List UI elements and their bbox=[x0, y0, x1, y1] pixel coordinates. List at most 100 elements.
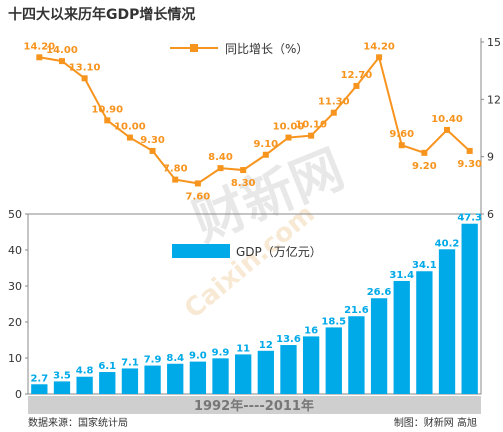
gdp-bar bbox=[280, 345, 297, 394]
left-axis-tick-label: 50 bbox=[8, 208, 22, 221]
gdp-bar-label: 40.2 bbox=[435, 238, 460, 249]
growth-legend-label: 同比增长（%） bbox=[225, 42, 308, 56]
growth-point bbox=[330, 109, 337, 116]
growth-point bbox=[285, 134, 292, 141]
growth-point bbox=[353, 82, 360, 89]
growth-point bbox=[81, 75, 88, 82]
gdp-bar-label: 16 bbox=[304, 325, 318, 336]
growth-point-label: 10.00 bbox=[273, 122, 305, 133]
gdp-bar-label: 3.5 bbox=[53, 370, 71, 381]
growth-point-label: 9.60 bbox=[389, 129, 414, 140]
gdp-bar bbox=[461, 223, 478, 394]
growth-point-label: 14.20 bbox=[24, 41, 56, 52]
gdp-bar bbox=[99, 372, 116, 394]
growth-legend-marker bbox=[190, 44, 198, 52]
gdp-legend-label: GDP（万亿元） bbox=[236, 244, 322, 259]
growth-point bbox=[240, 167, 247, 174]
growth-point bbox=[58, 58, 65, 65]
gdp-bar bbox=[76, 376, 93, 394]
gdp-bar bbox=[212, 358, 229, 394]
growth-point bbox=[376, 54, 383, 61]
gdp-bar bbox=[370, 298, 388, 394]
growth-point bbox=[466, 147, 473, 154]
growth-point-label: 12.70 bbox=[341, 70, 373, 81]
growth-point-label: 14.00 bbox=[46, 45, 78, 56]
gdp-bar-label: 47.3 bbox=[457, 213, 482, 224]
gdp-bar-label: 34.1 bbox=[412, 260, 437, 271]
period-label: 1992年----2011年 bbox=[194, 398, 314, 414]
gdp-bar-label: 7.1 bbox=[121, 357, 139, 368]
gdp-bar bbox=[438, 249, 456, 394]
watermark: 财新网 Caixin.com bbox=[179, 139, 352, 325]
growth-point-label: 10.40 bbox=[431, 114, 463, 125]
chart-title: 十四大以来历年GDP增长情况 bbox=[8, 6, 195, 23]
growth-point-label: 14.20 bbox=[363, 41, 395, 52]
growth-legend: 同比增长（%） bbox=[170, 42, 308, 56]
gdp-bar bbox=[144, 365, 161, 394]
growth-point-label: 9.30 bbox=[140, 135, 165, 146]
gdp-bar bbox=[121, 368, 139, 394]
gdp-bar-label: 8.4 bbox=[166, 353, 184, 364]
right-axis-tick-label: 6 bbox=[487, 208, 494, 221]
left-axis-tick-label: 10 bbox=[8, 352, 22, 365]
gdp-bar bbox=[53, 381, 71, 394]
period-band bbox=[28, 396, 481, 414]
growth-point bbox=[421, 149, 428, 156]
left-axis-tick-label: 30 bbox=[8, 280, 22, 293]
gdp-bar-label: 7.9 bbox=[144, 355, 162, 366]
growth-point bbox=[262, 151, 269, 158]
gdp-bar-label: 9.0 bbox=[189, 351, 207, 362]
gdp-bar bbox=[393, 280, 410, 394]
growth-point-label: 11.30 bbox=[318, 97, 350, 108]
growth-point-label: 10.90 bbox=[91, 104, 123, 115]
right-axis-tick-label: 9 bbox=[487, 151, 494, 164]
gdp-bar-label: 4.8 bbox=[76, 366, 94, 377]
growth-point bbox=[308, 132, 315, 139]
growth-point-label: 9.20 bbox=[412, 161, 437, 172]
growth-point bbox=[217, 165, 224, 172]
gdp-bar-label: 26.6 bbox=[367, 287, 392, 298]
growth-point-label: 13.10 bbox=[69, 62, 101, 73]
growth-point bbox=[172, 176, 179, 183]
gdp-bar bbox=[167, 363, 184, 394]
gdp-bar-label: 13.6 bbox=[276, 334, 301, 345]
right-axis-tick-label: 12 bbox=[487, 93, 501, 106]
gdp-bar bbox=[31, 384, 48, 394]
growth-point bbox=[104, 117, 111, 124]
left-axis-ticks: 50 40 30 20 10 0 bbox=[8, 208, 28, 401]
left-axis-tick-label: 0 bbox=[15, 388, 22, 401]
growth-point-label: 10.00 bbox=[114, 122, 146, 133]
gdp-bar-panel: 50 40 30 20 10 0 GDP（万亿元） 2.7 3.5 4.8 6.1 7.1 7.9 8… bbox=[8, 208, 482, 401]
growth-point bbox=[398, 142, 405, 149]
growth-point-label: 9.10 bbox=[253, 139, 278, 150]
growth-point bbox=[149, 147, 156, 154]
gdp-bar bbox=[189, 361, 207, 394]
gdp-bar bbox=[348, 316, 365, 394]
growth-line bbox=[39, 55, 471, 185]
growth-point-label: 7.80 bbox=[163, 164, 188, 175]
right-axis-ticks: 15 12 9 6 bbox=[481, 36, 501, 221]
growth-point-label: 10.10 bbox=[295, 120, 327, 131]
growth-series: 14.2014.0013.1010.9010.009.307.807.608.4… bbox=[24, 41, 483, 202]
gdp-bar-label: 2.7 bbox=[30, 373, 48, 384]
gdp-bar-label: 11 bbox=[236, 343, 250, 354]
gdp-bar-label: 18.5 bbox=[321, 316, 346, 327]
growth-point bbox=[194, 180, 201, 187]
growth-point bbox=[444, 126, 451, 133]
growth-point-label: 7.60 bbox=[186, 191, 211, 202]
gdp-bar bbox=[325, 327, 342, 394]
growth-point-label: 8.40 bbox=[208, 152, 233, 163]
gdp-bar-label: 12 bbox=[259, 340, 273, 351]
gdp-bar-label: 9.9 bbox=[212, 347, 230, 358]
growth-point-label: 8.30 bbox=[231, 178, 256, 189]
left-axis-tick-label: 20 bbox=[8, 316, 22, 329]
gdp-bar-label: 31.4 bbox=[389, 270, 414, 281]
gdp-bar bbox=[257, 350, 274, 394]
source-note: 数据来源：国家统计局 bbox=[28, 416, 128, 429]
gdp-bar-label: 6.1 bbox=[98, 361, 116, 372]
gdp-bar bbox=[235, 354, 252, 394]
growth-point-label: 9.30 bbox=[457, 159, 482, 170]
growth-point bbox=[126, 134, 133, 141]
